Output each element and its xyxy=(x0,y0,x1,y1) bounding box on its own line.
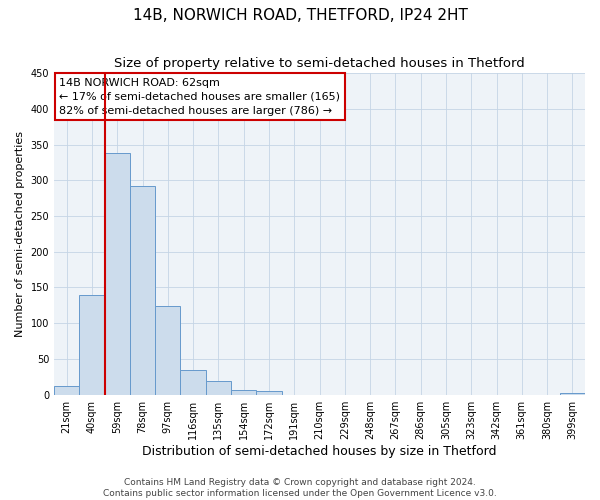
Text: 14B NORWICH ROAD: 62sqm
← 17% of semi-detached houses are smaller (165)
82% of s: 14B NORWICH ROAD: 62sqm ← 17% of semi-de… xyxy=(59,78,340,116)
Bar xyxy=(54,386,79,394)
Bar xyxy=(181,370,206,394)
Text: Contains HM Land Registry data © Crown copyright and database right 2024.
Contai: Contains HM Land Registry data © Crown c… xyxy=(103,478,497,498)
Title: Size of property relative to semi-detached houses in Thetford: Size of property relative to semi-detach… xyxy=(114,58,525,70)
Bar xyxy=(231,390,256,394)
X-axis label: Distribution of semi-detached houses by size in Thetford: Distribution of semi-detached houses by … xyxy=(142,444,497,458)
Bar xyxy=(155,306,181,394)
Bar xyxy=(130,186,155,394)
Bar xyxy=(256,391,281,394)
Bar xyxy=(560,392,585,394)
Bar xyxy=(104,153,130,394)
Bar xyxy=(206,381,231,394)
Y-axis label: Number of semi-detached properties: Number of semi-detached properties xyxy=(15,131,25,337)
Bar xyxy=(79,294,104,394)
Text: 14B, NORWICH ROAD, THETFORD, IP24 2HT: 14B, NORWICH ROAD, THETFORD, IP24 2HT xyxy=(133,8,467,22)
